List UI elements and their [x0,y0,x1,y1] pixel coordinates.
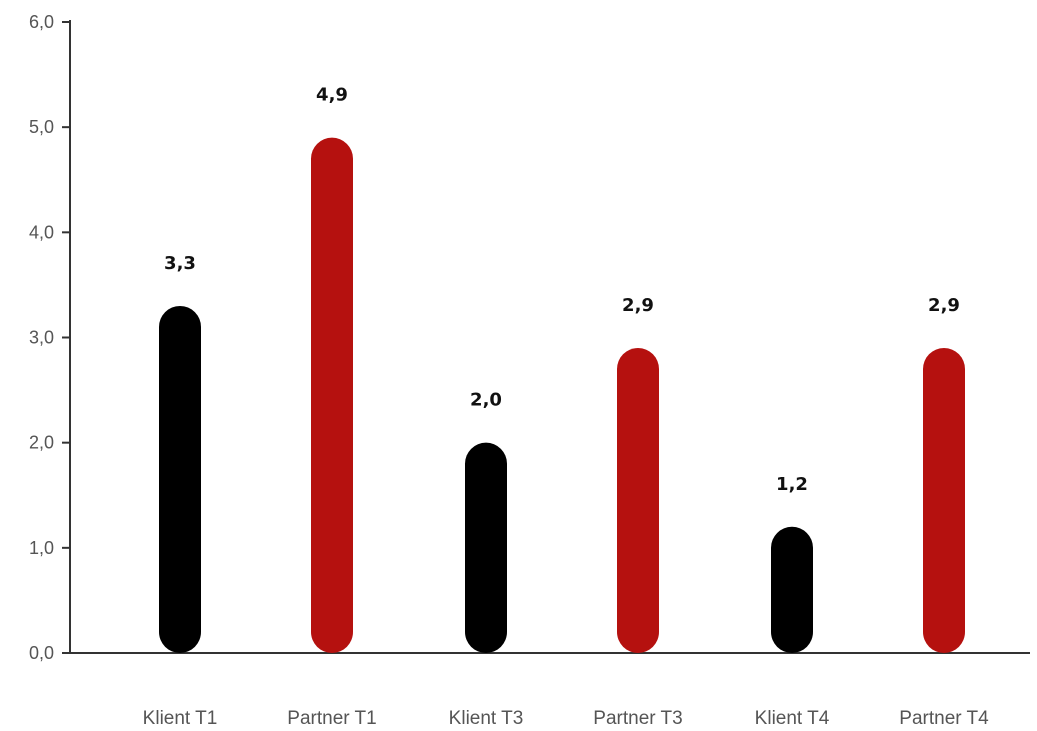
bar-value-label: 2,0 [470,390,502,411]
y-tick-label: 5,0 [29,117,54,137]
y-tick-label: 6,0 [29,12,54,32]
bar [311,137,353,653]
data-labels: 3,3 4,9 2,0 2,9 1,2 2,9 [164,85,960,495]
bar-value-label: 2,9 [928,295,960,316]
bar [771,526,813,653]
bar-value-label: 1,2 [776,474,808,495]
y-tick-label: 3,0 [29,328,54,348]
x-category-label: Klient T4 [755,708,830,729]
y-tick-label: 2,0 [29,433,54,453]
x-category-label: Partner T4 [899,708,989,729]
bar-value-label: 3,3 [164,253,196,274]
category-labels: Klient T1 Partner T1 Klient T3 Partner T3 Kl… [143,708,989,729]
x-category-label: Klient T1 [143,708,218,729]
bar [617,348,659,653]
bar [465,442,507,653]
y-tick-label: 0,0 [29,643,54,663]
x-category-label: Partner T1 [287,708,376,729]
bar-value-label: 4,9 [316,85,348,106]
bars [159,137,965,653]
y-tick-label: 4,0 [29,222,54,242]
bar [923,348,965,653]
bar [159,305,201,653]
bar-value-label: 2,9 [622,295,654,316]
y-axis-ticks: 0,0 1,0 2,0 3,0 4,0 5,0 6,0 [29,12,70,663]
x-category-label: Partner T3 [593,708,682,729]
y-tick-label: 1,0 [29,538,54,558]
x-category-label: Klient T3 [449,708,524,729]
